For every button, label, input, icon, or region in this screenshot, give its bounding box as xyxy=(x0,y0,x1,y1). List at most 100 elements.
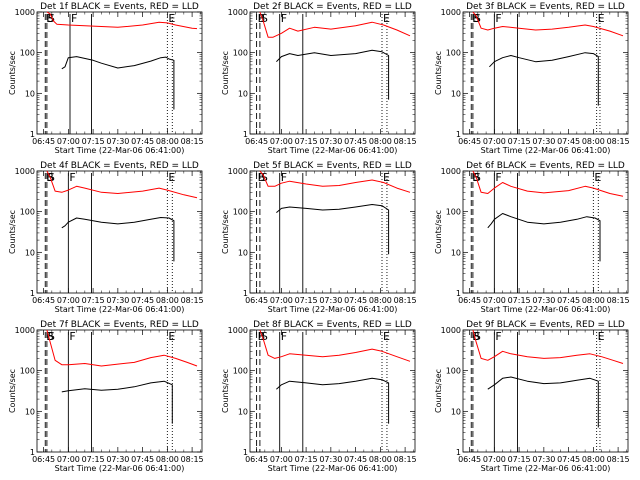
x-tick-label: 06:45 xyxy=(32,455,55,464)
event-marker-label: B xyxy=(258,171,266,184)
x-tick-label: 06:45 xyxy=(32,296,55,305)
x-tick-label: 07:00 xyxy=(57,296,80,305)
x-axis-label: Start Time (22-Mar-06 06:41:00) xyxy=(481,146,611,155)
event-marker-label: S xyxy=(48,330,55,343)
event-marker-label: B xyxy=(472,12,480,25)
x-tick-label: 07:00 xyxy=(270,137,293,146)
event-marker-label: F xyxy=(281,12,287,25)
x-axis-label: Start Time (22-Mar-06 06:41:00) xyxy=(55,464,185,473)
event-marker-label: E xyxy=(383,330,390,343)
x-tick-label: 08:15 xyxy=(181,455,204,464)
y-tick-label: 10 xyxy=(25,89,35,98)
event-marker-label: S xyxy=(474,330,481,343)
x-axis-label: Start Time (22-Mar-06 06:41:00) xyxy=(268,305,398,314)
events-rate-line xyxy=(487,213,601,262)
x-tick-label: 08:00 xyxy=(582,137,605,146)
chart-title: Det 3f BLACK = Events, RED = LLD xyxy=(466,2,625,12)
event-marker-label: E xyxy=(598,12,605,25)
events-rate-line xyxy=(61,217,175,262)
event-marker-label: S xyxy=(48,12,55,25)
y-tick-label: 1000 xyxy=(441,8,461,17)
event-marker-label: E xyxy=(383,171,390,184)
x-tick-label: 07:30 xyxy=(106,137,129,146)
plot-frame xyxy=(462,329,629,453)
chart-title: Det 2f BLACK = Events, RED = LLD xyxy=(253,2,412,12)
y-tick-label: 10 xyxy=(25,407,35,416)
x-tick-label: 08:00 xyxy=(582,455,605,464)
x-tick-label: 08:15 xyxy=(181,296,204,305)
x-tick-label: 07:45 xyxy=(557,137,580,146)
y-tick-label: 1 xyxy=(243,289,248,298)
y-tick-label: 100 xyxy=(446,49,461,58)
x-tick-label: 07:00 xyxy=(483,296,506,305)
y-tick-label: 1000 xyxy=(228,167,248,176)
events-rate-line xyxy=(487,376,599,428)
lld-rate-line xyxy=(46,329,198,367)
y-tick-label: 100 xyxy=(233,208,248,217)
x-tick-label: 07:00 xyxy=(57,137,80,146)
lld-rate-line xyxy=(472,11,624,37)
y-tick-label: 10 xyxy=(451,89,461,98)
chart-title: Det 4f BLACK = Events, RED = LLD xyxy=(40,161,199,171)
chart-title: Det 9f BLACK = Events, RED = LLD xyxy=(466,320,625,330)
chart-title: Det 6f BLACK = Events, RED = LLD xyxy=(466,161,625,171)
y-tick-label: 1 xyxy=(243,130,248,139)
x-tick-label: 07:00 xyxy=(57,455,80,464)
y-tick-label: 1000 xyxy=(441,167,461,176)
x-axis-label: Start Time (22-Mar-06 06:41:00) xyxy=(481,464,611,473)
lld-rate-line xyxy=(259,170,411,193)
x-tick-label: 08:15 xyxy=(181,137,204,146)
event-marker-label: E xyxy=(168,12,175,25)
y-tick-label: 1 xyxy=(456,130,461,139)
x-axis-label: Start Time (22-Mar-06 06:41:00) xyxy=(268,464,398,473)
x-axis-label: Start Time (22-Mar-06 06:41:00) xyxy=(55,305,185,314)
y-tick-label: 10 xyxy=(451,248,461,257)
x-tick-label: 07:15 xyxy=(295,137,318,146)
lld-rate-line xyxy=(472,329,624,364)
y-tick-label: 1 xyxy=(456,448,461,457)
y-tick-label: 100 xyxy=(446,208,461,217)
events-rate-line xyxy=(61,56,175,110)
y-axis-label: Counts/sec xyxy=(221,369,230,413)
y-tick-label: 1000 xyxy=(441,326,461,335)
y-tick-label: 100 xyxy=(20,208,35,217)
y-tick-label: 10 xyxy=(238,248,248,257)
event-marker-label: E xyxy=(598,330,605,343)
y-tick-label: 100 xyxy=(446,367,461,376)
y-axis-label: Counts/sec xyxy=(434,51,443,95)
events-rate-line xyxy=(61,380,173,424)
y-axis-label: Counts/sec xyxy=(434,369,443,413)
y-tick-label: 10 xyxy=(451,407,461,416)
event-marker-label: E xyxy=(168,171,175,184)
plot-frame xyxy=(462,170,629,294)
event-marker-label: E xyxy=(168,330,175,343)
x-axis-label: Start Time (22-Mar-06 06:41:00) xyxy=(55,146,185,155)
x-tick-label: 08:00 xyxy=(369,296,392,305)
chart-title: Det 1f BLACK = Events, RED = LLD xyxy=(40,2,199,12)
chart-panel-5: Det 5f BLACK = Events, RED = LLD 1 10 100 10… xyxy=(221,161,417,314)
y-tick-label: 1000 xyxy=(228,326,248,335)
plot-frame xyxy=(36,329,203,453)
y-tick-label: 1 xyxy=(30,289,35,298)
chart-title: Det 5f BLACK = Events, RED = LLD xyxy=(253,161,412,171)
plot-frame xyxy=(249,11,416,135)
x-tick-label: 08:00 xyxy=(156,296,179,305)
events-rate-line xyxy=(276,204,390,255)
y-tick-label: 100 xyxy=(20,367,35,376)
chart-panel-8: Det 8f BLACK = Events, RED = LLD 1 10 100 10… xyxy=(221,320,417,473)
x-tick-label: 07:45 xyxy=(557,455,580,464)
plot-frame xyxy=(249,170,416,294)
lld-rate-line xyxy=(259,11,411,38)
event-marker-label: E xyxy=(383,12,390,25)
x-tick-label: 06:45 xyxy=(245,137,268,146)
x-tick-label: 07:45 xyxy=(131,296,154,305)
event-marker-label: F xyxy=(69,171,75,184)
x-tick-label: 07:45 xyxy=(557,296,580,305)
x-tick-label: 07:45 xyxy=(131,455,154,464)
x-axis-label: Start Time (22-Mar-06 06:41:00) xyxy=(268,146,398,155)
y-tick-label: 1 xyxy=(30,448,35,457)
chart-title: Det 7f BLACK = Events, RED = LLD xyxy=(40,320,199,330)
y-tick-label: 1 xyxy=(30,130,35,139)
x-tick-label: 07:45 xyxy=(344,455,367,464)
